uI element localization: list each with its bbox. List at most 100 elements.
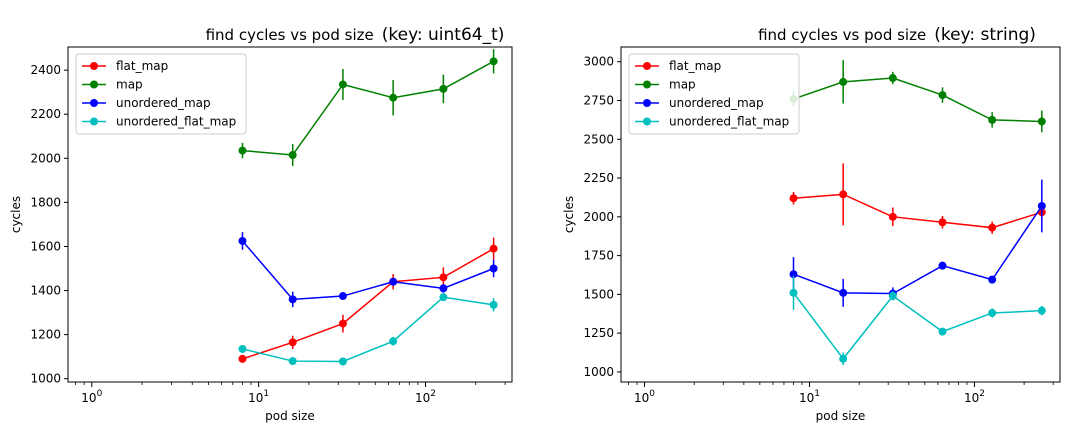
x-tick-exponent: 1 xyxy=(814,389,820,399)
legend-label: unordered_map xyxy=(669,96,764,110)
data-point xyxy=(288,295,297,304)
chart-title: find cycles vs pod size (key: string) xyxy=(758,25,1036,45)
x-tick-exponent: 2 xyxy=(430,389,436,399)
data-point xyxy=(938,218,947,227)
series-map xyxy=(238,49,498,167)
data-point xyxy=(439,284,448,293)
y-axis-label: cycles xyxy=(562,196,576,233)
x-tick-label: 100 xyxy=(634,389,655,405)
chart-1: find cycles vs pod size (key: uint64_t)10… xyxy=(9,25,513,423)
x-tick-base: 10 xyxy=(248,391,263,405)
y-axis-label: cycles xyxy=(9,196,23,233)
data-point xyxy=(888,291,897,300)
data-point xyxy=(839,288,848,297)
data-point xyxy=(288,357,297,366)
x-tick-label: 102 xyxy=(964,389,985,405)
data-point xyxy=(389,277,398,286)
data-point xyxy=(489,57,498,66)
legend-marker xyxy=(90,99,98,107)
chart-2: find cycles vs pod size (key: string) 1000… xyxy=(562,25,1061,423)
y-tick-label: 2250 xyxy=(583,171,614,185)
legend-marker xyxy=(643,99,651,107)
legend-label: map xyxy=(669,78,696,92)
data-point xyxy=(988,115,997,124)
x-axis-label: pod size xyxy=(265,409,315,423)
plot-frame xyxy=(67,46,513,383)
y-tick-label: 2500 xyxy=(583,132,614,146)
data-point xyxy=(439,84,448,93)
data-point xyxy=(839,190,848,199)
x-tick-label: 101 xyxy=(799,389,820,405)
data-point xyxy=(288,150,297,159)
x-tick-base: 10 xyxy=(634,391,649,405)
chart-title-main: find cycles vs pod size xyxy=(758,26,926,44)
data-point xyxy=(938,91,947,100)
y-tick-label: 1500 xyxy=(583,287,614,301)
legend-label: unordered_flat_map xyxy=(669,115,789,129)
x-tick-base: 10 xyxy=(799,391,814,405)
legend-box xyxy=(628,53,800,135)
legend-label: map xyxy=(116,78,143,92)
y-tick-label: 2200 xyxy=(30,107,61,121)
series-line xyxy=(793,77,1042,123)
x-tick-exponent: 0 xyxy=(649,389,655,399)
data-point xyxy=(338,80,347,89)
legend-marker xyxy=(90,117,98,126)
data-point xyxy=(238,344,247,353)
y-tick-label: 1250 xyxy=(583,326,614,340)
data-point xyxy=(389,337,398,346)
x-tick-base: 10 xyxy=(81,391,96,405)
data-point xyxy=(789,194,798,203)
data-point xyxy=(789,270,798,279)
data-point xyxy=(988,223,997,232)
y-tick-label: 2000 xyxy=(583,210,614,224)
legend-box xyxy=(75,53,247,135)
data-point xyxy=(238,236,247,245)
chart-title-main: find cycles vs pod size xyxy=(206,26,374,44)
x-tick-exponent: 0 xyxy=(97,389,103,399)
data-point xyxy=(489,300,498,309)
data-point xyxy=(1037,117,1046,126)
chart-title-key: (key: string) xyxy=(934,25,1036,45)
data-point xyxy=(338,357,347,366)
data-point xyxy=(839,354,848,363)
plot-frame xyxy=(620,46,1061,383)
x-tick-label: 100 xyxy=(81,389,102,405)
chart-title: find cycles vs pod size (key: uint64_t) xyxy=(206,25,505,45)
data-point xyxy=(888,212,897,221)
data-point xyxy=(338,292,347,301)
legend-label: flat_map xyxy=(116,59,168,73)
x-tick-exponent: 2 xyxy=(979,389,985,399)
series-unordered-map xyxy=(789,179,1046,307)
data-point xyxy=(839,77,848,86)
series-unordered-flat-map xyxy=(789,275,1046,365)
legend-marker xyxy=(643,80,651,89)
legend-label: unordered_map xyxy=(116,96,211,110)
data-point xyxy=(288,338,297,347)
x-tick-label: 102 xyxy=(415,389,436,405)
series-line xyxy=(242,60,494,156)
series-unordered-map xyxy=(238,232,498,308)
legend-marker xyxy=(90,62,98,70)
y-tick-label: 1600 xyxy=(30,239,61,253)
data-point xyxy=(1037,306,1046,315)
y-tick-label: 2750 xyxy=(583,94,614,108)
data-point xyxy=(389,93,398,102)
series-flat-map xyxy=(789,163,1046,234)
legend-marker xyxy=(643,117,651,126)
x-tick-exponent: 1 xyxy=(263,389,269,399)
y-tick-label: 1000 xyxy=(583,365,614,379)
series-line xyxy=(793,205,1043,295)
x-axis-label: pod size xyxy=(816,409,866,423)
data-point xyxy=(938,327,947,336)
data-point xyxy=(489,264,498,273)
series-line xyxy=(793,193,1043,229)
data-point xyxy=(238,146,247,155)
data-point xyxy=(439,273,448,282)
chart-title-key: (key: uint64_t) xyxy=(382,25,505,45)
series-line xyxy=(241,240,494,301)
data-point xyxy=(338,319,347,328)
legend-label: flat_map xyxy=(669,59,721,73)
